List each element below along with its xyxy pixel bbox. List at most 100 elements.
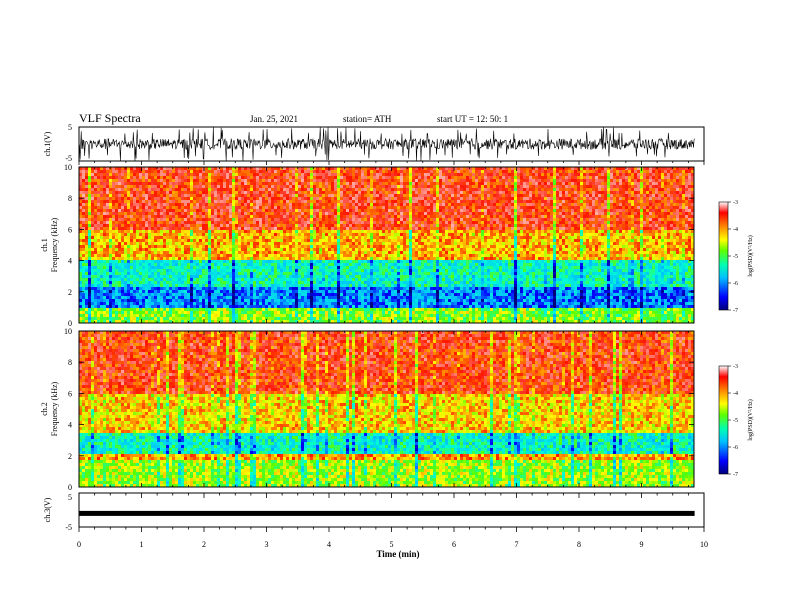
spectrogram-cell — [205, 200, 208, 203]
spectrogram-cell — [424, 200, 427, 203]
spectrogram-cell — [328, 212, 331, 215]
spectrogram-cell — [580, 224, 583, 227]
spectrogram-cell — [433, 176, 436, 179]
spectrogram-cell — [568, 179, 571, 182]
spectrogram-cell — [316, 170, 319, 173]
spectrogram-cell — [502, 212, 505, 215]
spectrogram-cell — [94, 236, 97, 239]
spectrogram-cell — [196, 176, 199, 179]
spectrogram-cell — [388, 224, 391, 227]
spectrogram-cell — [442, 176, 445, 179]
spectrogram-cell — [406, 191, 409, 194]
spectrogram-cell — [544, 173, 547, 176]
spectrogram-cell — [334, 170, 337, 173]
spectrogram-cell — [631, 224, 634, 227]
spectrogram-cell — [82, 212, 85, 215]
spectrogram-cell — [685, 188, 688, 191]
spectrogram-cell — [199, 182, 202, 185]
spectrogram-cell — [298, 185, 301, 188]
spectrogram-cell — [130, 188, 133, 191]
spectrogram-cell — [571, 200, 574, 203]
spectrogram-cell — [553, 167, 556, 170]
spectrogram-cell — [103, 173, 106, 176]
spectrogram-cell — [214, 215, 217, 218]
spectrogram-cell — [190, 218, 193, 221]
spectrogram-cell — [682, 203, 685, 206]
spectrogram-cell — [316, 233, 319, 236]
spectrogram-cell — [424, 215, 427, 218]
spectrogram-cell — [538, 185, 541, 188]
spectrogram-cell — [568, 212, 571, 215]
spectrogram-cell — [442, 191, 445, 194]
spectrogram-cell — [82, 239, 85, 242]
spectrogram-cell — [586, 206, 589, 209]
spectrogram-cell — [259, 221, 262, 224]
spectrogram-cell — [103, 239, 106, 242]
spectrogram-cell — [421, 212, 424, 215]
spectrogram-cell — [232, 188, 235, 191]
spectrogram-cell — [436, 236, 439, 239]
spectrogram-cell — [184, 185, 187, 188]
spectrogram-cell — [499, 224, 502, 227]
spectrogram-cell — [340, 206, 343, 209]
spectrogram-cell — [487, 188, 490, 191]
spectrogram-cell — [340, 218, 343, 221]
spectrogram-cell — [328, 176, 331, 179]
spectrogram-cell — [85, 230, 88, 233]
spectrogram-cell — [481, 179, 484, 182]
spectrogram-cell — [418, 209, 421, 212]
spectrogram-cell — [595, 194, 598, 197]
spectrogram-cell — [655, 209, 658, 212]
spectrogram-cell — [583, 179, 586, 182]
spectrogram-cell — [574, 185, 577, 188]
spectrogram-cell — [370, 176, 373, 179]
spectrogram-cell — [220, 179, 223, 182]
spectrogram-cell — [127, 236, 130, 239]
spectrogram-cell — [244, 188, 247, 191]
spectrogram-cell — [388, 209, 391, 212]
spectrogram-cell — [604, 218, 607, 221]
spectrogram-cell — [217, 176, 220, 179]
spectrogram-cell — [370, 221, 373, 224]
spectrogram-cell — [598, 236, 601, 239]
spectrogram-cell — [352, 215, 355, 218]
spectrogram-cell — [622, 173, 625, 176]
spectrogram-cell — [142, 170, 145, 173]
spectrogram-cell — [544, 209, 547, 212]
spectrogram-cell — [475, 188, 478, 191]
spectrogram-cell — [607, 209, 610, 212]
spectrogram-cell — [598, 206, 601, 209]
spectrogram-cell — [88, 215, 91, 218]
spectrogram-cell — [460, 227, 463, 230]
spectrogram-cell — [106, 215, 109, 218]
spectrogram-cell — [139, 209, 142, 212]
spectrogram-cell — [232, 170, 235, 173]
spectrogram-cell — [91, 227, 94, 230]
spectrogram-cell — [274, 188, 277, 191]
spectrogram-cell — [295, 170, 298, 173]
spectrogram-cell — [106, 209, 109, 212]
spectrogram-cell — [259, 197, 262, 200]
spectrogram-cell — [562, 233, 565, 236]
spectrogram-cell — [607, 236, 610, 239]
spectrogram-cell — [226, 176, 229, 179]
spectrogram-cell — [340, 212, 343, 215]
spectrogram-cell — [583, 224, 586, 227]
spectrogram-cell — [370, 200, 373, 203]
spectrogram-cell — [406, 224, 409, 227]
spectrogram-cell — [682, 167, 685, 170]
spectrogram-cell — [301, 173, 304, 176]
spectrogram-cell — [418, 236, 421, 239]
spectrogram-cell — [235, 215, 238, 218]
spectrogram-cell — [604, 206, 607, 209]
spectrogram-cell — [229, 233, 232, 236]
spectrogram-cell — [601, 236, 604, 239]
spectrogram-cell — [631, 194, 634, 197]
spectrogram-cell — [448, 233, 451, 236]
spectrogram-cell — [514, 176, 517, 179]
spectrogram-cell — [343, 197, 346, 200]
spectrogram-cell — [151, 194, 154, 197]
spectrogram-cell — [178, 173, 181, 176]
spectrogram-cell — [184, 230, 187, 233]
spectrogram-cell — [640, 233, 643, 236]
